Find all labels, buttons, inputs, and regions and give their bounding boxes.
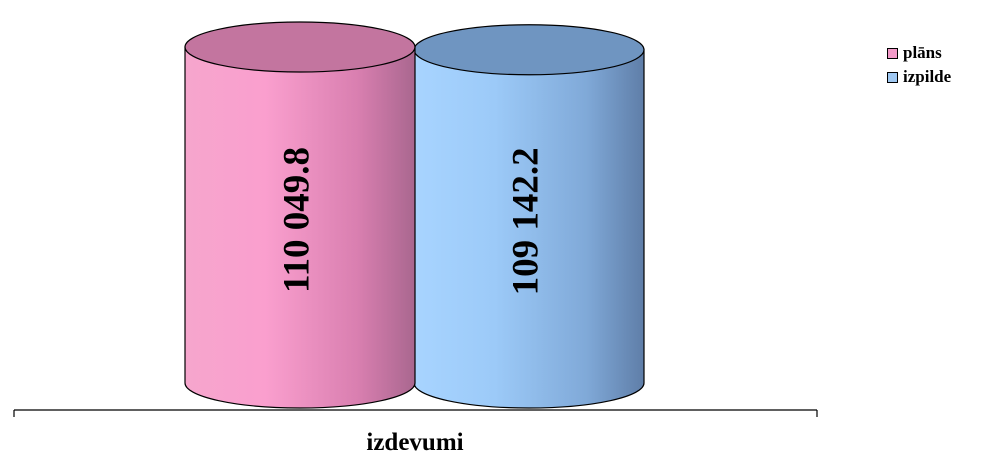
cylinder-body-plans [184,46,416,409]
cylinder-bar-izpilde: 109 142.2 [413,24,645,409]
chart-legend: plāns izpilde [887,42,951,90]
legend-label-plans: plāns [903,43,942,62]
x-axis-category-label: izdevumi [366,429,463,455]
cylinder-body-izpilde [413,49,645,409]
cylinder-top-izpilde [413,24,645,76]
cylinder-bar-plans: 110 049.8 [184,21,416,409]
legend-swatch-izpilde [887,71,898,83]
data-label-plans: 110 049.8 [276,147,317,293]
legend-item-izpilde: izpilde [887,66,951,88]
data-label-izpilde: 109 142.2 [505,147,546,295]
legend-item-plans: plāns [887,42,951,64]
legend-label-izpilde: izpilde [903,67,952,86]
legend-swatch-plans [887,47,898,59]
cylinder-top-plans [184,21,416,73]
